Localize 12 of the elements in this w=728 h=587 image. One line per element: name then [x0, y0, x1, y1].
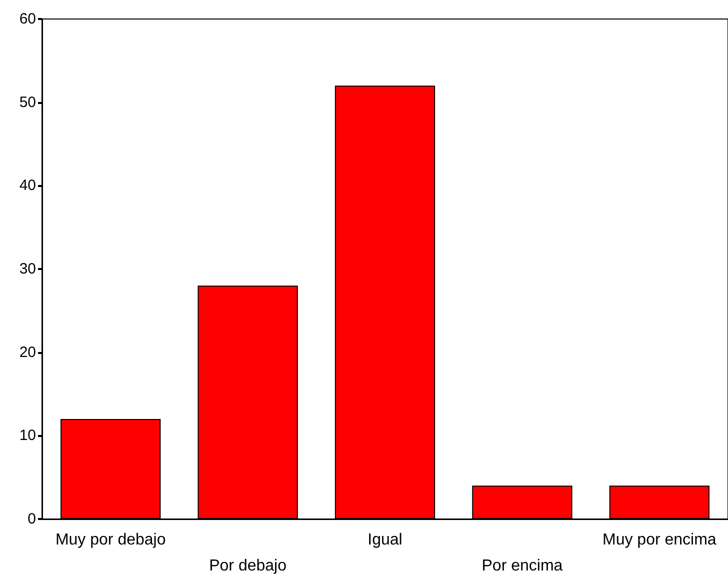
y-tick-label: 0 [28, 510, 36, 528]
x-tick-label: Por encima [482, 558, 563, 574]
x-tick-label: Muy por debajo [55, 532, 166, 548]
x-tick-label: Igual [368, 532, 402, 548]
x-tick-label: Por debajo [209, 558, 287, 574]
y-tick-label: 10 [19, 427, 36, 444]
y-tick-label: 20 [19, 344, 36, 361]
y-tick-label: 60 [19, 10, 36, 28]
x-tick-label: Muy por encima [602, 532, 716, 548]
y-tick-label: 50 [19, 94, 36, 111]
y-tick-label: 40 [19, 177, 36, 194]
y-tick-label: 30 [19, 260, 36, 278]
